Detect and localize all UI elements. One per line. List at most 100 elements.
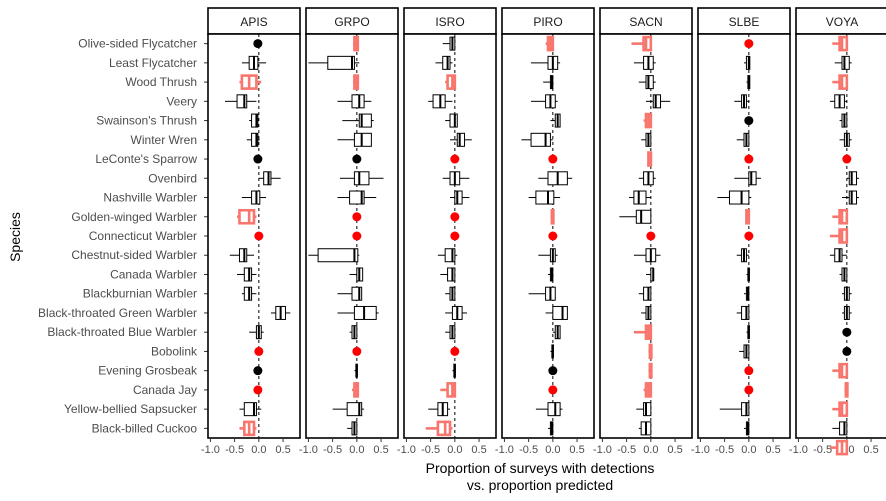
box	[643, 402, 652, 417]
x-axis-title-line-1: Proportion of surveys with detections	[426, 460, 655, 476]
box-mark	[736, 132, 750, 147]
box-mark	[445, 325, 456, 340]
box	[633, 190, 647, 205]
box-mark	[229, 248, 254, 263]
panel-frame	[599, 33, 693, 439]
box	[748, 171, 757, 186]
box-mark	[543, 75, 554, 90]
box-mark	[832, 401, 849, 417]
box	[530, 132, 551, 147]
box-mark	[744, 421, 750, 436]
box	[238, 208, 256, 225]
box-mark	[619, 209, 652, 224]
x-tick-label: 0.5	[373, 444, 388, 456]
point-mark	[744, 385, 754, 395]
box-mark	[450, 190, 470, 205]
point-mark	[842, 154, 852, 164]
box-mark	[839, 113, 848, 128]
box-mark	[258, 171, 281, 186]
box	[351, 94, 365, 109]
species-label: Blackburnian Warbler	[83, 287, 197, 301]
box-mark	[746, 325, 750, 340]
box-mark	[548, 267, 554, 282]
box	[552, 305, 568, 320]
box-mark	[736, 305, 750, 320]
species-label: Black-throated Blue Warbler	[47, 325, 197, 339]
box-mark	[531, 94, 558, 109]
box-mark	[646, 267, 655, 282]
point-mark	[253, 366, 263, 376]
x-axis-title-line-2: vs. proportion predicted	[467, 477, 613, 493]
box	[741, 305, 750, 320]
y-axis-title: Species	[7, 212, 23, 262]
point-mark	[744, 154, 754, 164]
box	[251, 132, 259, 147]
facet-label: SLBE	[729, 15, 760, 29]
box-mark	[239, 420, 257, 437]
species-label: Canada Jay	[133, 383, 197, 397]
box-mark	[270, 305, 291, 320]
point-mark	[253, 154, 263, 164]
facet-strip	[207, 7, 301, 35]
facet-label: PIRO	[533, 15, 562, 29]
box-mark	[643, 112, 653, 129]
x-tick-label: -0.5	[617, 444, 636, 456]
species-label: Yellow-bellied Sapsucker	[64, 402, 197, 416]
point-mark	[450, 346, 460, 356]
x-tick-label: 0.5	[471, 444, 486, 456]
x-tick-label: -0.5	[225, 444, 244, 456]
box-mark	[241, 286, 257, 301]
box	[841, 55, 850, 70]
box-mark	[538, 171, 573, 186]
x-tick-label: 0.0	[741, 444, 756, 456]
box	[535, 190, 555, 205]
box-mark	[745, 208, 751, 225]
box-mark	[832, 362, 849, 379]
box-mark	[647, 151, 653, 167]
x-tick-label: 0.5	[765, 444, 780, 456]
x-tick-label: -1.0	[299, 444, 318, 456]
box	[353, 171, 370, 186]
x-tick-label: -1.0	[691, 444, 710, 456]
box-mark	[428, 402, 450, 417]
point-mark	[548, 385, 558, 395]
point-mark	[352, 212, 362, 222]
point-mark	[254, 346, 264, 356]
box-mark	[832, 35, 849, 52]
x-tick-label: 0.5	[863, 444, 878, 456]
box-mark	[719, 402, 750, 417]
box-mark	[347, 421, 358, 436]
box	[652, 94, 662, 109]
box	[456, 132, 466, 147]
box-mark	[531, 55, 561, 70]
box-mark	[638, 286, 652, 301]
box	[346, 402, 363, 417]
box-mark	[337, 305, 379, 320]
species-label: LeConte's Sparrow	[95, 152, 197, 166]
box-mark	[550, 113, 561, 128]
box-mark	[646, 94, 671, 109]
panel-sacn: SACN -1.0 -0.5 0.0 0.5	[593, 7, 693, 456]
box-mark	[641, 305, 652, 320]
box	[643, 286, 652, 301]
box-mark	[842, 286, 852, 301]
point-mark	[548, 366, 558, 376]
box-mark	[545, 35, 555, 52]
box-mark	[552, 325, 561, 340]
box-mark	[829, 248, 847, 263]
point-mark	[352, 346, 362, 356]
box	[243, 267, 253, 282]
x-tick-label: -1.0	[789, 444, 808, 456]
box-mark	[224, 94, 257, 109]
species-label: Winter Wren	[131, 133, 197, 147]
point-mark	[744, 366, 754, 376]
box-mark	[445, 113, 458, 128]
x-tick-label: 0.0	[251, 444, 266, 456]
box-mark	[425, 420, 453, 437]
box-mark	[633, 324, 653, 340]
box	[353, 132, 372, 147]
box-mark	[342, 113, 374, 128]
box-mark	[538, 248, 558, 263]
x-tick-label: 0.0	[545, 444, 560, 456]
panel-frame	[403, 33, 497, 439]
